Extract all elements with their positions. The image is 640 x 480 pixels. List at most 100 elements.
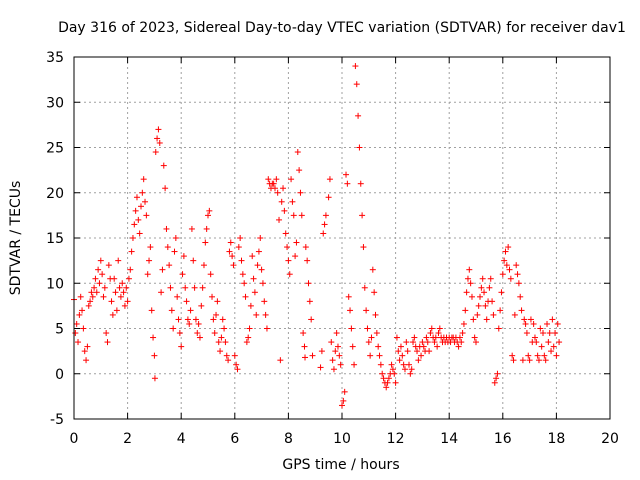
y-axis-label: SDTVAR / TECUs bbox=[8, 181, 24, 296]
data-point bbox=[251, 289, 258, 296]
data-point bbox=[306, 298, 313, 305]
data-point bbox=[531, 334, 538, 341]
data-point bbox=[140, 176, 147, 183]
data-point bbox=[276, 216, 283, 223]
data-point bbox=[392, 379, 399, 386]
data-point bbox=[184, 316, 191, 323]
data-point bbox=[83, 357, 90, 364]
x-tick-label: 18 bbox=[547, 431, 565, 447]
data-point bbox=[225, 357, 232, 364]
data-point bbox=[458, 339, 465, 346]
data-point bbox=[286, 271, 293, 278]
data-point bbox=[151, 375, 158, 382]
data-point bbox=[182, 284, 189, 291]
data-point bbox=[91, 284, 98, 291]
data-point bbox=[88, 289, 95, 296]
data-point bbox=[245, 334, 252, 341]
data-point bbox=[188, 225, 195, 232]
data-point bbox=[99, 271, 106, 278]
data-point bbox=[475, 302, 482, 309]
data-point bbox=[206, 207, 213, 214]
data-point bbox=[247, 302, 254, 309]
data-point bbox=[455, 343, 462, 350]
data-point bbox=[489, 298, 496, 305]
data-point bbox=[132, 207, 139, 214]
data-point bbox=[210, 316, 217, 323]
x-tick-label: 6 bbox=[230, 431, 239, 447]
data-point bbox=[214, 298, 221, 305]
data-point bbox=[112, 289, 119, 296]
data-point bbox=[466, 266, 473, 273]
data-point bbox=[230, 262, 237, 269]
data-point bbox=[166, 262, 173, 269]
data-point bbox=[105, 262, 112, 269]
data-point bbox=[388, 361, 395, 368]
data-point bbox=[348, 325, 355, 332]
data-point bbox=[521, 316, 528, 323]
data-point bbox=[305, 280, 312, 287]
data-point bbox=[80, 325, 87, 332]
data-point bbox=[478, 284, 485, 291]
data-point bbox=[318, 348, 325, 355]
data-point bbox=[265, 176, 272, 183]
data-point bbox=[328, 339, 335, 346]
data-point bbox=[100, 293, 107, 300]
data-point bbox=[199, 284, 206, 291]
data-point bbox=[293, 239, 300, 246]
data-point bbox=[209, 293, 216, 300]
data-point bbox=[468, 293, 475, 300]
data-point bbox=[183, 298, 190, 305]
data-point bbox=[534, 352, 541, 359]
data-point bbox=[277, 357, 284, 364]
data-point bbox=[249, 253, 256, 260]
x-tick-label: 10 bbox=[333, 431, 351, 447]
data-point bbox=[483, 316, 490, 323]
data-point bbox=[345, 293, 352, 300]
data-point bbox=[462, 307, 469, 314]
data-point bbox=[464, 275, 471, 282]
data-point bbox=[330, 366, 337, 373]
data-point bbox=[341, 388, 348, 395]
data-point bbox=[404, 348, 411, 355]
data-point bbox=[420, 343, 427, 350]
data-point bbox=[196, 334, 203, 341]
data-point bbox=[553, 352, 560, 359]
data-point bbox=[207, 271, 214, 278]
data-point bbox=[363, 307, 370, 314]
data-point bbox=[431, 339, 438, 346]
data-point bbox=[159, 266, 166, 273]
data-point bbox=[250, 275, 257, 282]
data-point bbox=[384, 379, 391, 386]
data-point bbox=[282, 230, 289, 237]
x-tick-label: 2 bbox=[123, 431, 132, 447]
data-point bbox=[418, 352, 425, 359]
data-point bbox=[178, 343, 185, 350]
data-point bbox=[229, 253, 236, 260]
data-point bbox=[456, 334, 463, 341]
data-point bbox=[337, 361, 344, 368]
data-point bbox=[546, 330, 553, 337]
data-point bbox=[298, 212, 305, 219]
data-point bbox=[117, 293, 124, 300]
data-point bbox=[116, 284, 123, 291]
data-point bbox=[215, 339, 222, 346]
data-point bbox=[79, 307, 86, 314]
data-point bbox=[135, 216, 142, 223]
data-point bbox=[436, 325, 443, 332]
data-point bbox=[190, 257, 197, 264]
data-point bbox=[365, 339, 372, 346]
data-point bbox=[172, 235, 179, 241]
data-point bbox=[89, 293, 96, 300]
data-point bbox=[359, 212, 366, 219]
data-point bbox=[396, 357, 403, 364]
data-point bbox=[97, 257, 104, 264]
data-point bbox=[171, 248, 178, 255]
data-point bbox=[257, 235, 264, 241]
data-point bbox=[253, 311, 260, 318]
data-point bbox=[115, 257, 122, 264]
data-point bbox=[156, 139, 163, 146]
data-point bbox=[544, 320, 551, 327]
data-point bbox=[270, 180, 277, 187]
data-point bbox=[471, 334, 478, 341]
data-point bbox=[160, 162, 167, 169]
